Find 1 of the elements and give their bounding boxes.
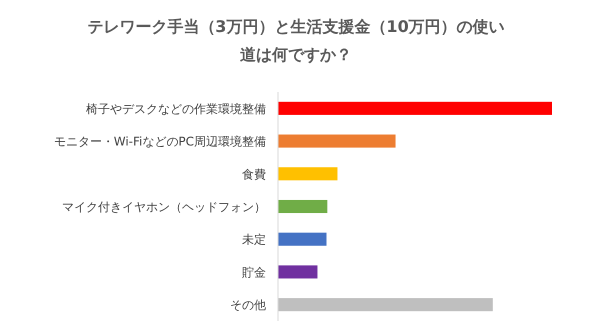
title: テレワーク手当（3万円）と生活支援金（10万円）の使い道は何ですか？ — [87, 17, 505, 64]
